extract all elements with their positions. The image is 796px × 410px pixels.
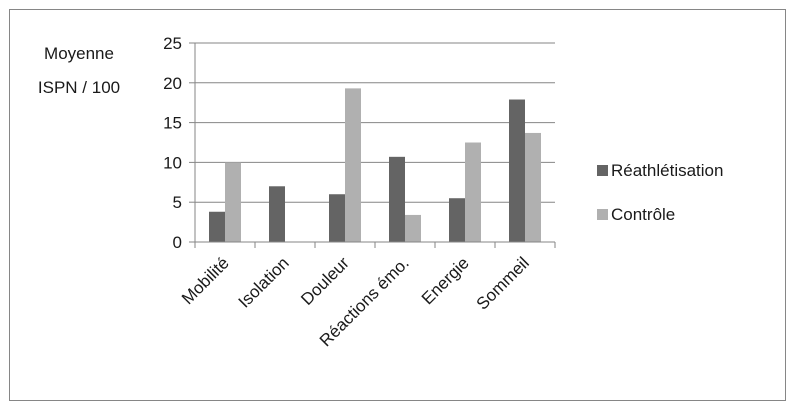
y-tick-label: 5 <box>173 193 182 212</box>
legend: Réathlétisation Contrôle <box>597 161 723 224</box>
legend-swatch <box>597 165 608 176</box>
bar-series-1 <box>329 194 345 242</box>
bar-series-1 <box>269 186 285 242</box>
bar-series-2 <box>405 214 421 242</box>
bars <box>209 88 541 243</box>
legend-swatch <box>597 209 608 220</box>
x-tick-label: Sommeil <box>473 253 533 313</box>
bar-series-1 <box>509 99 525 243</box>
bar-series-1 <box>389 156 405 242</box>
bar-series-2 <box>465 142 481 242</box>
bar-series-2 <box>525 132 541 242</box>
y-tick-labels: 0 5 10 15 20 25 <box>163 34 182 252</box>
legend-label: Contrôle <box>611 205 675 224</box>
y-tick-label: 25 <box>163 34 182 53</box>
y-tick-label: 10 <box>163 153 182 172</box>
gridlines <box>195 42 555 203</box>
y-tick-label: 0 <box>173 233 182 252</box>
y-tick-label: 15 <box>163 114 182 133</box>
axes <box>189 42 556 248</box>
legend-label: Réathlétisation <box>611 161 723 180</box>
x-tick-label: Energie <box>418 253 473 308</box>
legend-items: Réathlétisation Contrôle <box>597 161 723 224</box>
y-axis-label-line-2: ISPN / 100 <box>38 78 120 97</box>
y-tick-label: 20 <box>163 74 182 93</box>
bar-series-1 <box>209 211 225 242</box>
bar-series-1 <box>449 198 465 242</box>
y-axis-label: Moyenne ISPN / 100 <box>38 44 120 97</box>
x-tick-label: Mobilité <box>178 253 233 308</box>
y-axis-label-line-1: Moyenne <box>44 44 114 63</box>
bar-series-2 <box>345 88 361 242</box>
x-tick-label: Douleur <box>297 253 353 309</box>
x-tick-label: Isolation <box>235 253 293 311</box>
bar-series-2 <box>225 162 241 242</box>
